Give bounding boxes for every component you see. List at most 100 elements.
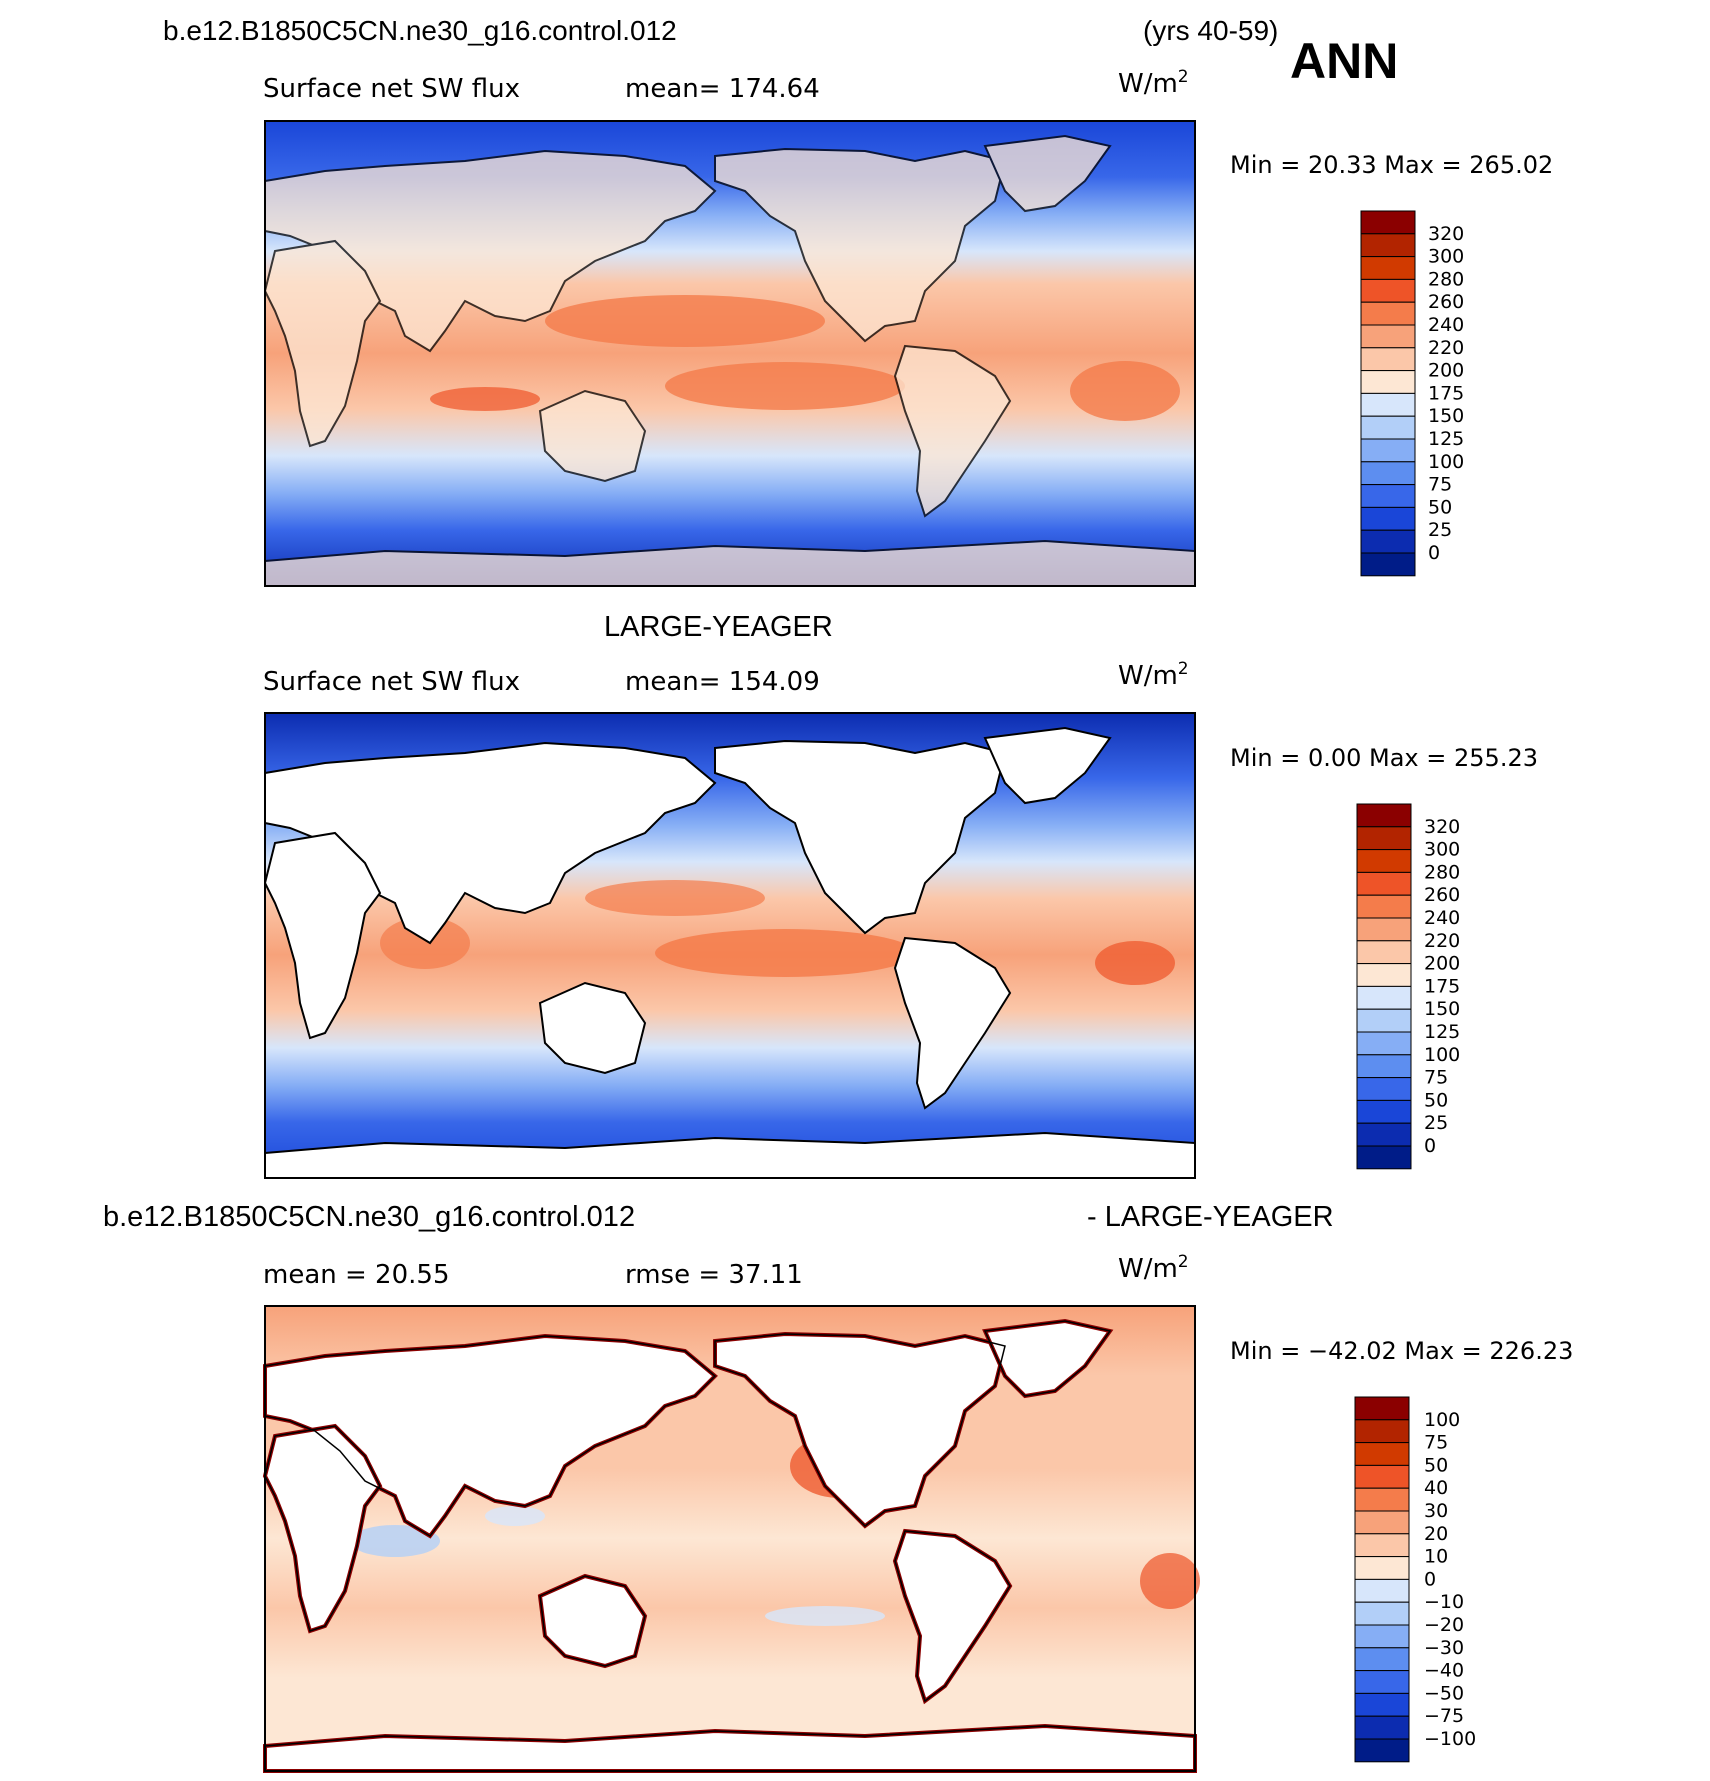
colorbar-obs-tick-label: 50	[1424, 1089, 1448, 1111]
colorbar-obs-tick-label: 75	[1424, 1067, 1448, 1089]
colorbar-obs-tick-label: 0	[1424, 1135, 1436, 1157]
panel-diff: b.e12.B1850C5CN.ne30_g16.control.012 - L…	[103, 1201, 1573, 1773]
colorbar-diff-swatch	[1354, 1578, 1410, 1603]
colorbar-obs-tick-label: 125	[1424, 1021, 1460, 1043]
colorbar-model-swatch	[1360, 278, 1416, 303]
panel-diff-minmax: Min = −42.02 Max = 226.23	[1230, 1337, 1573, 1365]
season-label: ANN	[1290, 33, 1398, 89]
colorbar-obs-swatch	[1356, 963, 1412, 987]
colorbar-diff-tick-label: 100	[1424, 1409, 1460, 1431]
colorbar-model-tick-label: 125	[1428, 428, 1464, 450]
colorbar-obs-swatch	[1356, 1099, 1412, 1124]
years-label: (yrs 40-59)	[1143, 15, 1278, 46]
colorbar-diff-tick-label: 20	[1424, 1523, 1448, 1545]
colorbar-obs-swatch	[1356, 1145, 1412, 1170]
colorbar-obs-swatch	[1356, 1008, 1412, 1033]
colorbar-obs-swatch	[1356, 917, 1412, 942]
colorbar-obs-swatch	[1356, 1054, 1412, 1079]
colorbar-obs-swatch	[1356, 871, 1412, 896]
panel-obs-units: W/m2	[1118, 659, 1189, 691]
colorbar-diff-tick-label: 30	[1424, 1500, 1448, 1522]
colorbar-diff-swatch	[1354, 1692, 1410, 1717]
colorbar-diff-tick-label: −75	[1424, 1705, 1464, 1727]
colorbar-diff-tick-label: 0	[1424, 1568, 1436, 1590]
colorbar-diff-tick-label: −100	[1424, 1728, 1476, 1750]
colorbar-diff-tick-label: −20	[1424, 1614, 1464, 1636]
colorbar-obs-tick-label: 100	[1424, 1044, 1460, 1066]
colorbar-model-tick-label: 100	[1428, 451, 1464, 473]
colorbar-model-swatch	[1360, 347, 1416, 372]
colorbar-obs-tick-label: 260	[1424, 884, 1460, 906]
colorbar-obs-swatch	[1356, 940, 1412, 965]
colorbar-model-swatch	[1360, 506, 1416, 531]
colorbar-obs-swatch	[1356, 826, 1412, 851]
colorbar-diff-tick-label: −40	[1424, 1660, 1464, 1682]
colorbar-obs-swatch	[1356, 1077, 1412, 1101]
panel-obs-minmax: Min = 0.00 Max = 255.23	[1230, 744, 1538, 772]
colorbar-model-swatch	[1360, 438, 1416, 463]
panel-model-minmax: Min = 20.33 Max = 265.02	[1230, 151, 1553, 179]
panel-obs: LARGE-YEAGER Surface net SW flux mean= 1…	[263, 611, 1538, 1179]
colorbar-diff-swatch	[1354, 1556, 1410, 1580]
panel-model: Surface net SW flux mean= 174.64 W/m2 Mi…	[263, 67, 1553, 587]
colorbar-model-tick-label: 25	[1428, 519, 1452, 541]
colorbar-model-tick-label: 280	[1428, 268, 1464, 290]
colorbar-obs-tick-label: 240	[1424, 907, 1460, 929]
colorbar-obs-swatch	[1356, 1031, 1412, 1056]
panel-diff-title-right: - LARGE-YEAGER	[1087, 1201, 1334, 1233]
map-model	[264, 120, 1196, 587]
panel-diff-rmse: rmse = 37.11	[625, 1260, 803, 1290]
colorbar-model-swatch	[1360, 552, 1416, 577]
panel-model-units: W/m2	[1118, 67, 1189, 99]
colorbar-obs-tick-label: 300	[1424, 839, 1460, 861]
colorbar-obs-swatch	[1356, 803, 1412, 828]
colorbar-diff-tick-label: 50	[1424, 1454, 1448, 1476]
colorbar-model-tick-label: 75	[1428, 474, 1452, 496]
colorbar-diff-swatch	[1354, 1396, 1410, 1421]
colorbar-diff-tick-label: −30	[1424, 1637, 1464, 1659]
colorbar-diff-tick-label: 75	[1424, 1432, 1448, 1454]
colorbar-obs-tick-label: 280	[1424, 861, 1460, 883]
colorbar-obs-tick-label: 175	[1424, 975, 1460, 997]
colorbar-diff-swatch	[1354, 1419, 1410, 1444]
colorbar-diff-swatch	[1354, 1738, 1410, 1763]
panel-obs-mean: mean= 154.09	[625, 667, 820, 697]
colorbar-model-swatch	[1360, 484, 1416, 508]
colorbar-model-swatch	[1360, 233, 1416, 258]
colorbar-model-swatch	[1360, 256, 1416, 280]
colorbar-diff-tick-label: −50	[1424, 1682, 1464, 1704]
colorbar-diff-swatch	[1354, 1442, 1410, 1466]
panel-diff-title-left: b.e12.B1850C5CN.ne30_g16.control.012	[103, 1201, 635, 1233]
colorbar-model-swatch	[1360, 301, 1416, 326]
colorbar-diff-swatch	[1354, 1647, 1410, 1672]
colorbar-model-tick-label: 200	[1428, 360, 1464, 382]
panel-obs-title: LARGE-YEAGER	[604, 611, 833, 643]
colorbar-diff-swatch	[1354, 1464, 1410, 1489]
case-title: b.e12.B1850C5CN.ne30_g16.control.012	[163, 15, 677, 46]
colorbar-diff-tick-label: 10	[1424, 1546, 1448, 1568]
colorbar-diff-swatch	[1354, 1533, 1410, 1558]
panel-diff-mean: mean = 20.55	[263, 1260, 449, 1290]
colorbar-model-tick-label: 0	[1428, 542, 1440, 564]
colorbar-model-swatch	[1360, 415, 1416, 440]
colorbar-obs-swatch	[1356, 985, 1412, 1010]
colorbar-obs-tick-label: 150	[1424, 998, 1460, 1020]
colorbar-model-tick-label: 320	[1428, 223, 1464, 245]
map-obs	[264, 712, 1196, 1179]
colorbar-diff-swatch	[1354, 1487, 1410, 1512]
colorbar-diff-tick-label: −10	[1424, 1591, 1464, 1613]
colorbar-model-tick-label: 240	[1428, 314, 1464, 336]
colorbar-diff-swatch	[1354, 1624, 1410, 1649]
colorbar-obs-tick-label: 25	[1424, 1112, 1448, 1134]
colorbar-obs-swatch	[1356, 894, 1412, 919]
colorbar-model-tick-label: 175	[1428, 382, 1464, 404]
colorbar-obs-swatch	[1356, 1122, 1412, 1147]
colorbar-diff-swatch	[1354, 1670, 1410, 1694]
colorbar-model-swatch	[1360, 392, 1416, 417]
map-diff	[263, 1305, 1200, 1773]
colorbar-obs-swatch	[1356, 849, 1412, 873]
colorbar-obs-tick-label: 220	[1424, 930, 1460, 952]
